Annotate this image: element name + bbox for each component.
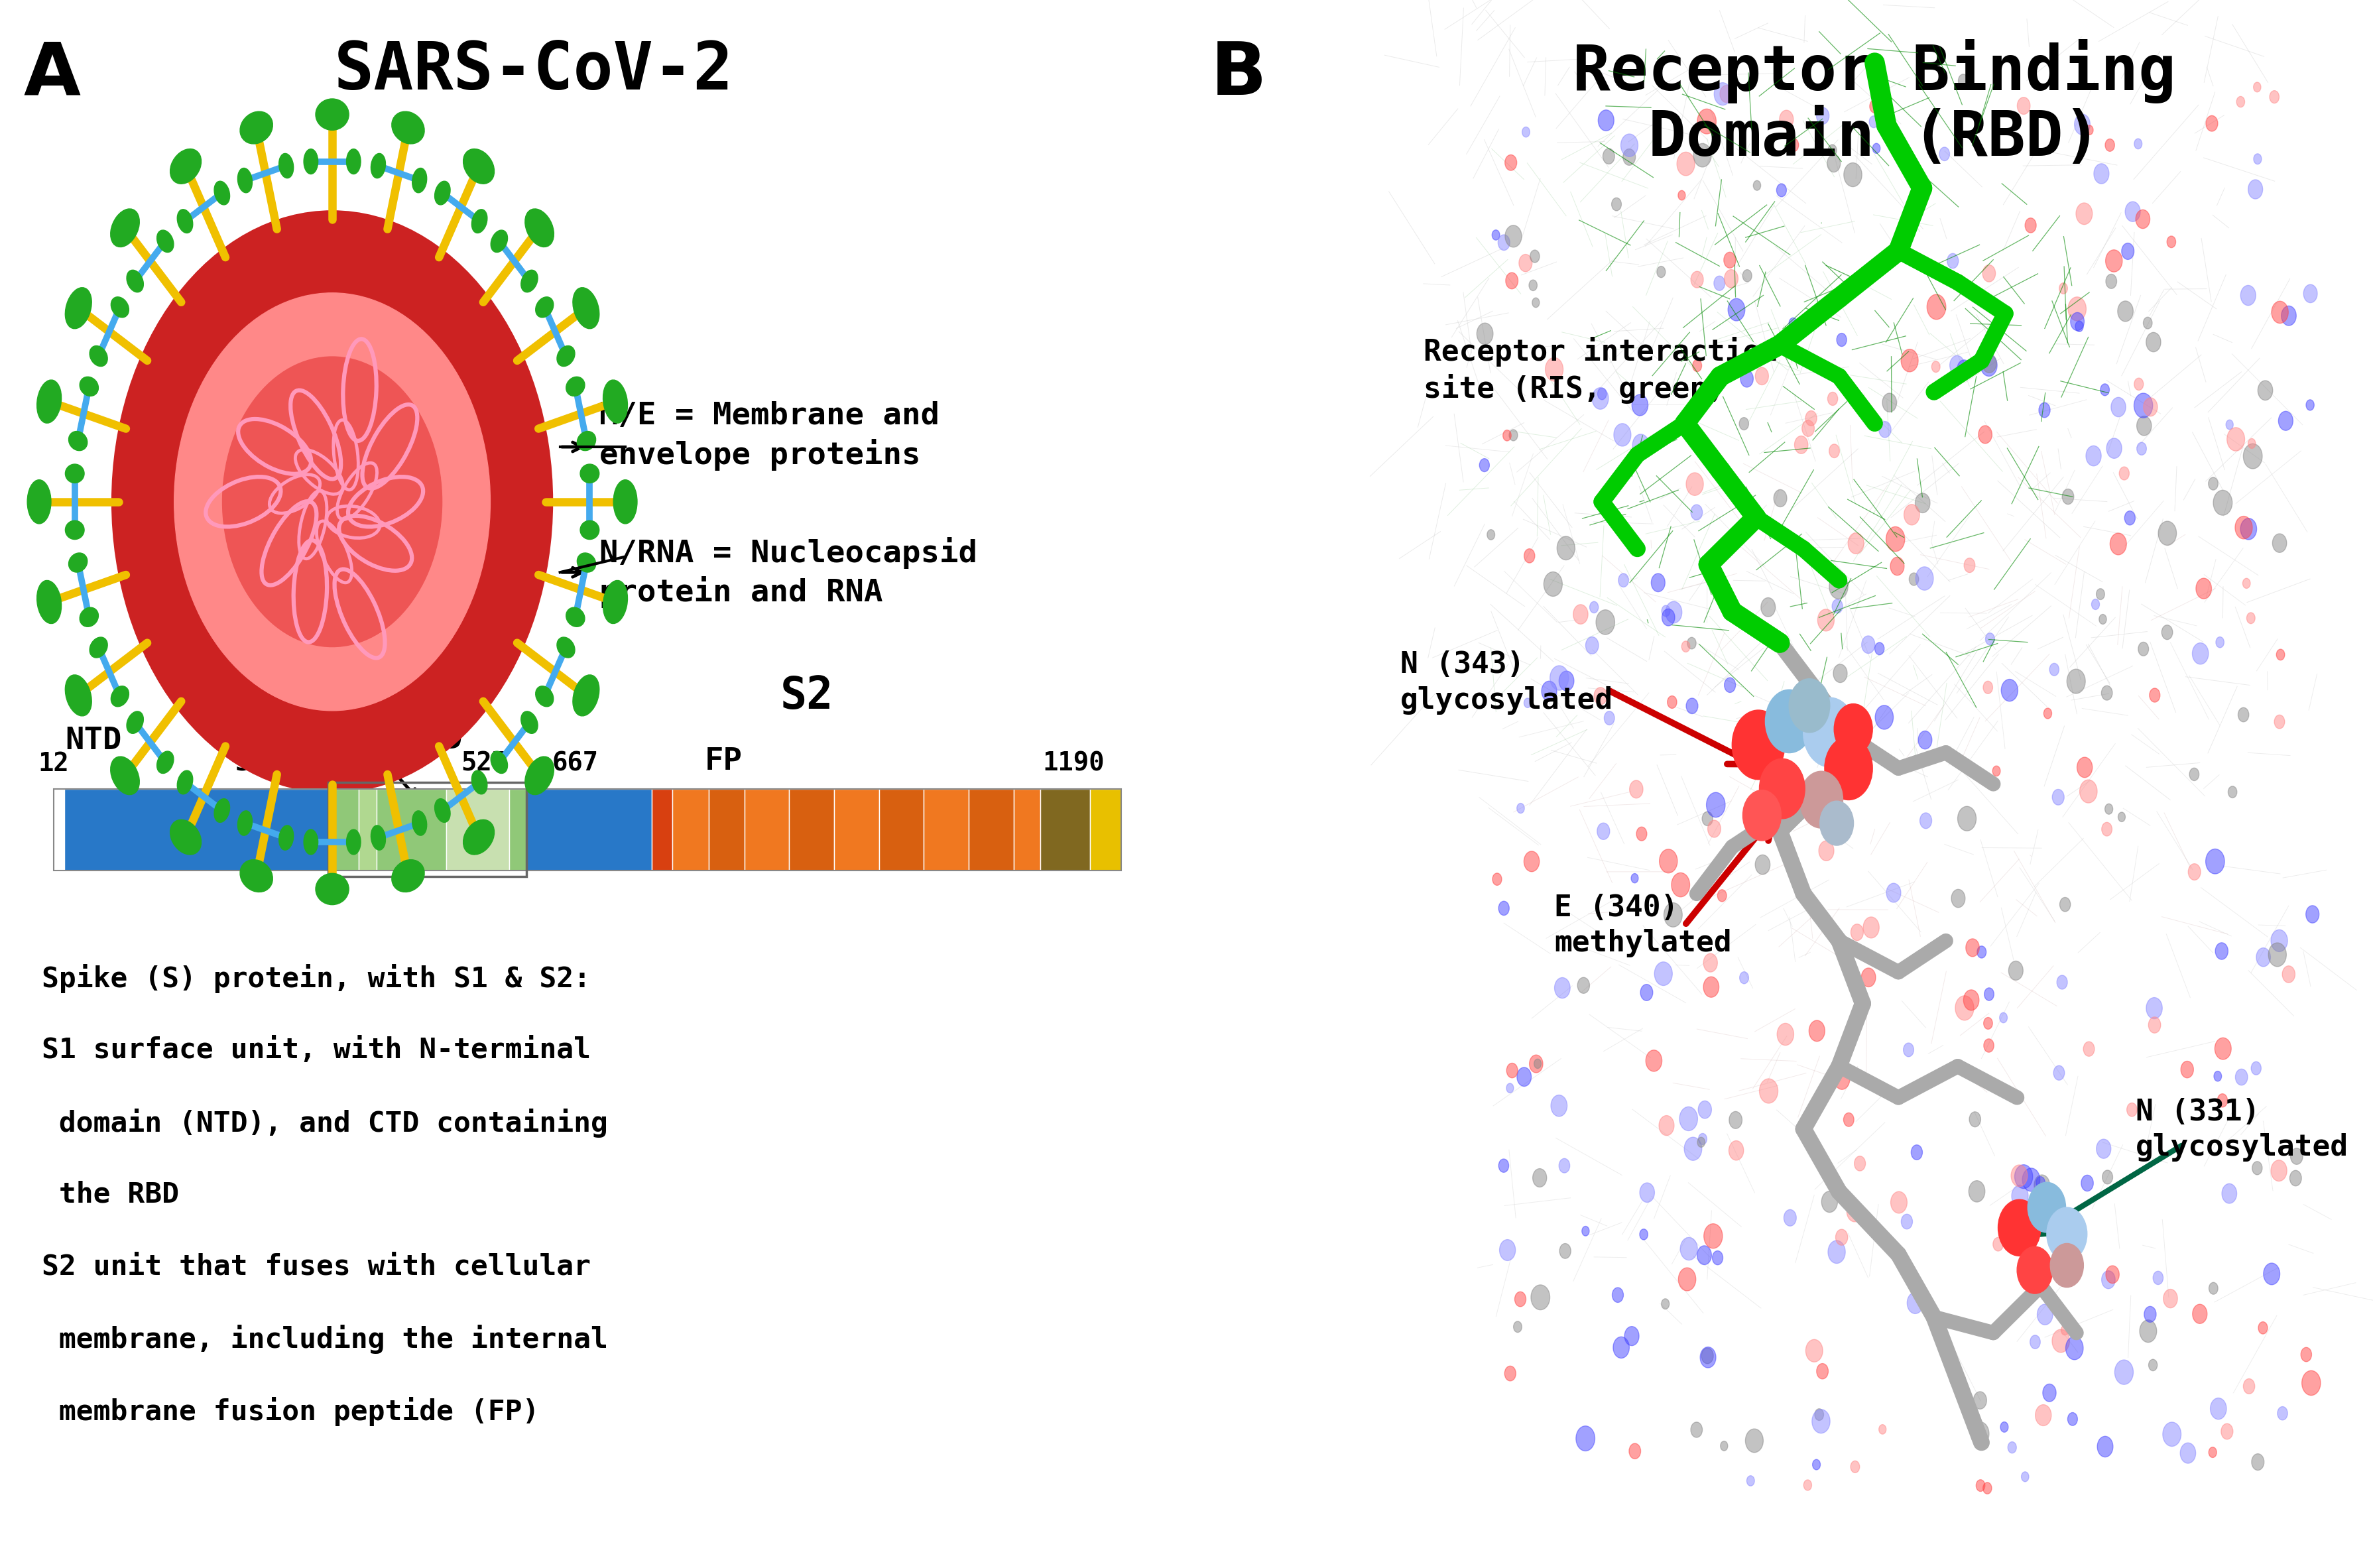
Circle shape (1970, 1181, 1984, 1203)
Circle shape (2074, 114, 2091, 135)
Circle shape (2240, 519, 2257, 539)
Bar (1089, 789, 1122, 870)
Text: A: A (24, 39, 81, 110)
Circle shape (1970, 1112, 1981, 1127)
Ellipse shape (558, 347, 574, 367)
Circle shape (2273, 533, 2288, 552)
Circle shape (2057, 975, 2067, 989)
Circle shape (2136, 210, 2150, 229)
Circle shape (2140, 1320, 2157, 1342)
Circle shape (2034, 1174, 2050, 1195)
Ellipse shape (472, 770, 486, 793)
Circle shape (1592, 387, 1609, 409)
Bar (327, 789, 358, 870)
Circle shape (2079, 779, 2098, 803)
Ellipse shape (413, 168, 427, 193)
Circle shape (2119, 812, 2126, 822)
Circle shape (1514, 1292, 1526, 1306)
Circle shape (1863, 637, 1875, 654)
Circle shape (1697, 108, 1716, 133)
Circle shape (1777, 1024, 1794, 1046)
Circle shape (2283, 966, 2295, 983)
Bar (878, 789, 923, 870)
Circle shape (1573, 605, 1588, 624)
Circle shape (1516, 803, 1523, 814)
Circle shape (1827, 144, 1837, 157)
Circle shape (1806, 1339, 1822, 1363)
Circle shape (1514, 1322, 1521, 1333)
Ellipse shape (112, 209, 140, 248)
Text: E (340)
methylated: E (340) methylated (1554, 894, 1732, 958)
Bar (672, 789, 710, 870)
Circle shape (1668, 696, 1678, 709)
Circle shape (2000, 1013, 2008, 1022)
Circle shape (1917, 731, 1932, 750)
Circle shape (1531, 249, 1540, 262)
Circle shape (2043, 1385, 2055, 1402)
Circle shape (1984, 1040, 1993, 1052)
Circle shape (1701, 1348, 1713, 1364)
Circle shape (2062, 489, 2074, 505)
Circle shape (1704, 953, 1718, 972)
Circle shape (2107, 437, 2121, 458)
Circle shape (1818, 610, 1834, 630)
Circle shape (1687, 698, 1699, 713)
Ellipse shape (392, 859, 425, 892)
Circle shape (2302, 1347, 2311, 1361)
Circle shape (1628, 1444, 1640, 1458)
Ellipse shape (463, 820, 494, 855)
Ellipse shape (171, 149, 202, 183)
Circle shape (1528, 279, 1538, 290)
Text: 306: 306 (235, 751, 282, 776)
Circle shape (1652, 574, 1666, 591)
Circle shape (1500, 1159, 1509, 1173)
Circle shape (1618, 574, 1628, 586)
Ellipse shape (112, 756, 140, 795)
Circle shape (1927, 295, 1946, 320)
Circle shape (2195, 579, 2212, 599)
Circle shape (2022, 1472, 2029, 1482)
Circle shape (2235, 96, 2245, 107)
Circle shape (1559, 1159, 1571, 1173)
Circle shape (112, 212, 551, 792)
Ellipse shape (346, 149, 361, 174)
Circle shape (1951, 356, 1965, 375)
Circle shape (2188, 864, 2200, 880)
Circle shape (1827, 1240, 1846, 1264)
Circle shape (1901, 1214, 1913, 1229)
Circle shape (1742, 790, 1780, 840)
Circle shape (2076, 757, 2093, 778)
Bar (833, 789, 878, 870)
Circle shape (2138, 641, 2148, 655)
Bar (745, 789, 790, 870)
Circle shape (1500, 1240, 1516, 1261)
Circle shape (2102, 822, 2112, 836)
Circle shape (1732, 710, 1784, 779)
Circle shape (1747, 1428, 1763, 1452)
Circle shape (2110, 533, 2126, 555)
Circle shape (1763, 815, 1777, 834)
Circle shape (2216, 1094, 2228, 1107)
Circle shape (1497, 235, 1509, 251)
Circle shape (2242, 444, 2261, 469)
Circle shape (2221, 1424, 2233, 1439)
Circle shape (2050, 663, 2060, 676)
Circle shape (2209, 477, 2219, 491)
Circle shape (1493, 230, 1500, 240)
Circle shape (1725, 677, 1735, 693)
Circle shape (2271, 1160, 2288, 1181)
Circle shape (1915, 566, 1934, 590)
Circle shape (1984, 1018, 1993, 1029)
Circle shape (1773, 489, 1787, 506)
Ellipse shape (572, 674, 600, 717)
Ellipse shape (237, 168, 252, 193)
Ellipse shape (463, 149, 494, 183)
Circle shape (1801, 420, 1815, 436)
Circle shape (1965, 558, 1974, 572)
Circle shape (1787, 787, 1796, 801)
Circle shape (1680, 1107, 1697, 1131)
Circle shape (2062, 1325, 2069, 1334)
Circle shape (1692, 359, 1701, 372)
Circle shape (1818, 840, 1834, 861)
Circle shape (1559, 671, 1573, 691)
